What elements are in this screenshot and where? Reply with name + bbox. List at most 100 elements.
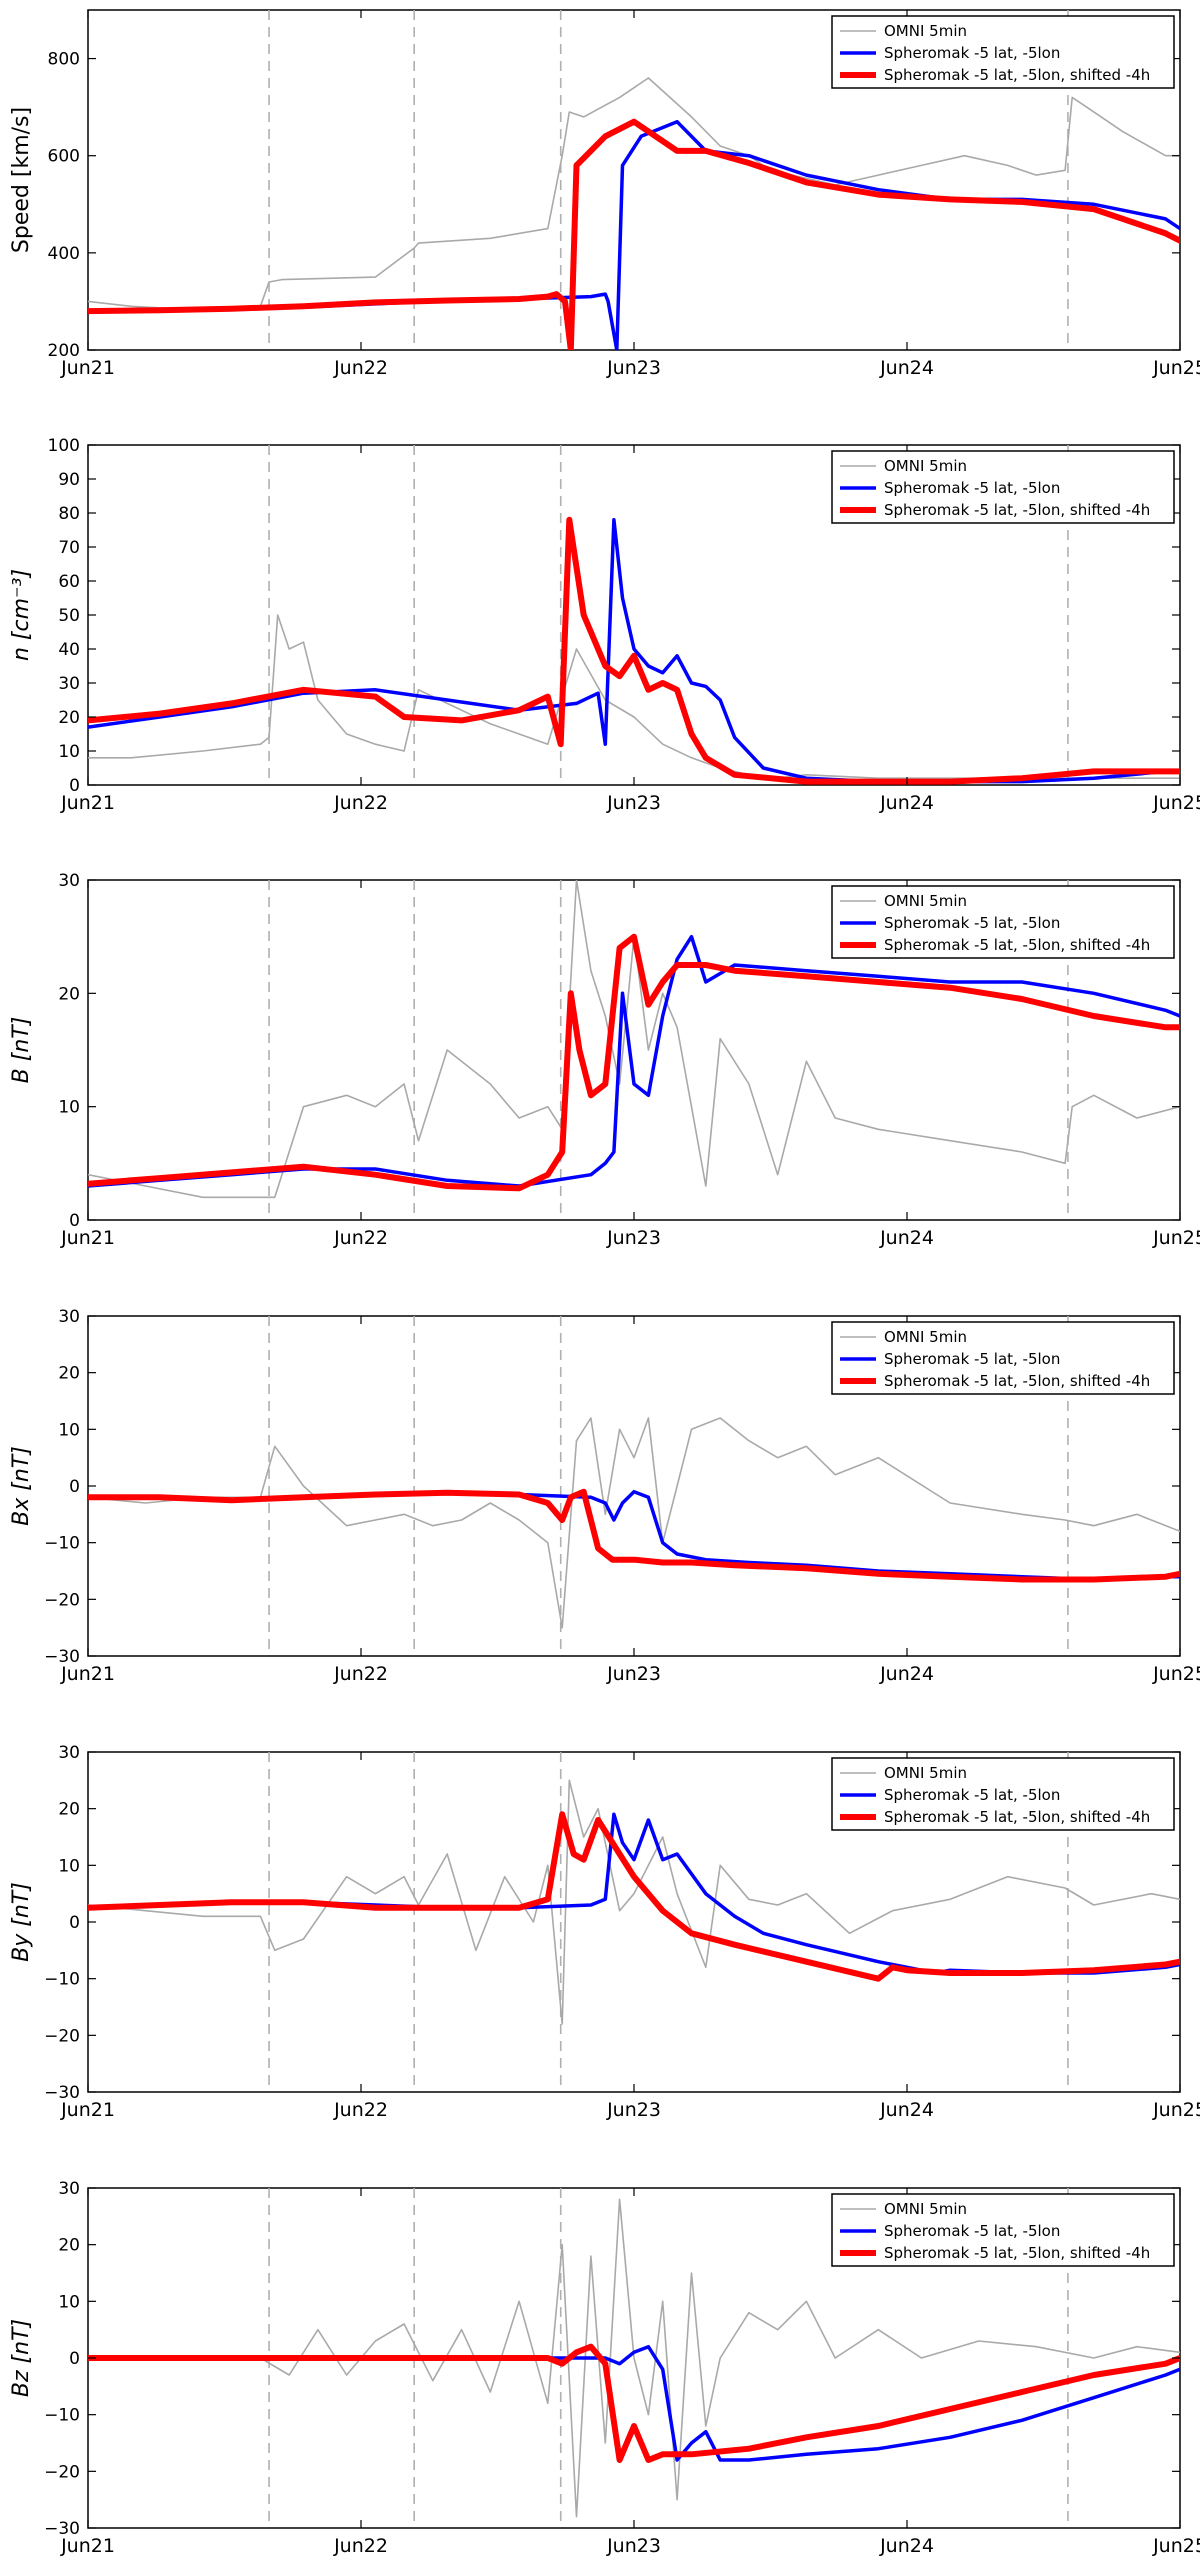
y-axis-label: B [nT]: [9, 1017, 34, 1084]
x-tick-label: Jun24: [879, 2535, 934, 2557]
series-model-line: [88, 934, 1180, 1188]
x-tick-label: Jun24: [879, 792, 934, 814]
x-tick-label: Jun21: [60, 792, 115, 814]
legend: OMNI 5min Spheromak -5 lat, -5lon Spheroma…: [831, 1757, 1175, 1831]
y-axis-label: n [cm⁻³]: [9, 569, 34, 661]
y-tick-label: 20: [58, 2236, 80, 2256]
panel-3: 0 10 20 30 Jun21 Jun22 Jun23 Jun24 Jun25 B [nT] OM…: [9, 871, 1200, 1249]
y-axis-label: Bz [nT]: [9, 2319, 34, 2397]
y-tick-label: 200: [48, 341, 80, 361]
y-tick-label: 80: [58, 504, 80, 524]
y-tick-label: 90: [58, 470, 80, 490]
legend-label-shifted: Spheromak -5 lat, -5lon, shifted -4h: [884, 1808, 1150, 1826]
y-tick-label: 30: [58, 2179, 80, 2199]
x-tick-label: Jun21: [60, 1227, 115, 1249]
x-tick-label: Jun24: [879, 1663, 934, 1685]
legend-box: [831, 15, 1175, 89]
series-group: [88, 2198, 1180, 2518]
legend-label-omni: OMNI 5min: [884, 22, 967, 40]
x-tick-label: Jun24: [879, 1227, 934, 1249]
y-tick-label: 40: [58, 640, 80, 660]
x-tick-label: Jun25: [1152, 2535, 1200, 2557]
series-group: [88, 77, 1180, 350]
series-group: [88, 516, 1180, 785]
series-shifted-line: [88, 118, 1180, 350]
y-tick-label: 30: [58, 1743, 80, 1763]
legend-box: [831, 1757, 1175, 1831]
legend-label-model: Spheromak -5 lat, -5lon: [884, 44, 1060, 62]
x-tick-label: Jun23: [606, 2535, 661, 2557]
legend: OMNI 5min Spheromak -5 lat, -5lon Spheroma…: [831, 15, 1175, 89]
y-tick-label: 20: [58, 1800, 80, 1820]
x-tick-label: Jun21: [60, 2099, 115, 2121]
y-tick-label: 10: [58, 2292, 80, 2312]
x-tick-label: Jun22: [333, 2535, 388, 2557]
y-tick-label: 20: [58, 984, 80, 1004]
series-group: [88, 1779, 1180, 2025]
x-tick-label: Jun25: [1152, 1227, 1200, 1249]
x-tick-label: Jun23: [606, 1663, 661, 1685]
y-tick-label: 0: [69, 1211, 80, 1231]
legend-box: [831, 2193, 1175, 2267]
y-tick-label: −30: [44, 2083, 80, 2103]
legend-label-omni: OMNI 5min: [884, 457, 967, 475]
x-tick-label: Jun22: [333, 1663, 388, 1685]
legend: OMNI 5min Spheromak -5 lat, -5lon Spheroma…: [831, 2193, 1175, 2267]
x-tick-label: Jun23: [606, 1227, 661, 1249]
panel-1: 200 400 600 800 Jun21 Jun22 Jun23 Jun24 Jun25 Spe…: [9, 9, 1200, 379]
legend-box: [831, 885, 1175, 959]
y-tick-label: 0: [69, 1913, 80, 1933]
x-tick-label: Jun22: [333, 792, 388, 814]
legend-box: [831, 1321, 1175, 1395]
y-tick-label: 50: [58, 606, 80, 626]
panel-6: −30 −20 −10 0 10 20 30 Jun21 Jun22 Jun23 Jun24 Jun2…: [9, 2179, 1200, 2557]
panel-2: 0 10 20 30 40 50 60 70 80 90 100 Jun21 Jun22 Jun23 Jun…: [9, 436, 1200, 814]
x-tick-label: Jun25: [1152, 357, 1200, 379]
legend-label-model: Spheromak -5 lat, -5lon: [884, 1350, 1060, 1368]
y-tick-label: 10: [58, 1856, 80, 1876]
series-shifted-line: [88, 1811, 1180, 1982]
y-tick-label: 60: [58, 572, 80, 592]
y-tick-label: −20: [44, 2462, 80, 2482]
x-tick-label: Jun25: [1152, 2099, 1200, 2121]
x-tick-label: Jun22: [333, 357, 388, 379]
legend-box: [831, 450, 1175, 524]
y-axis-label: By [nT]: [9, 1882, 34, 1962]
legend: OMNI 5min Spheromak -5 lat, -5lon Spheroma…: [831, 885, 1175, 959]
legend: OMNI 5min Spheromak -5 lat, -5lon Spheroma…: [831, 1321, 1175, 1395]
panel-5: −30 −20 −10 0 10 20 30 Jun21 Jun22 Jun23 Jun24 Jun2…: [9, 1743, 1200, 2121]
x-tick-label: Jun23: [606, 357, 661, 379]
series-omni-line: [88, 1417, 1180, 1629]
legend-label-omni: OMNI 5min: [884, 2200, 967, 2218]
x-tick-label: Jun21: [60, 2535, 115, 2557]
x-tick-label: Jun21: [60, 1663, 115, 1685]
y-tick-label: 70: [58, 538, 80, 558]
legend-label-model: Spheromak -5 lat, -5lon: [884, 914, 1060, 932]
y-tick-label: 10: [58, 1420, 80, 1440]
y-tick-label: −30: [44, 2519, 80, 2539]
y-tick-label: −10: [44, 1970, 80, 1990]
y-tick-label: −10: [44, 2406, 80, 2426]
x-tick-label: Jun24: [879, 357, 934, 379]
legend-label-shifted: Spheromak -5 lat, -5lon, shifted -4h: [884, 1372, 1150, 1390]
y-tick-label: 800: [48, 50, 80, 70]
x-tick-label: Jun23: [606, 792, 661, 814]
y-tick-label: 600: [48, 147, 80, 167]
series-shifted-line: [88, 1488, 1180, 1583]
y-tick-label: 10: [58, 1098, 80, 1118]
legend-label-shifted: Spheromak -5 lat, -5lon, shifted -4h: [884, 936, 1150, 954]
y-axis-label: Bx [nT]: [9, 1446, 34, 1526]
legend-label-model: Spheromak -5 lat, -5lon: [884, 2222, 1060, 2240]
x-tick-label: Jun23: [606, 2099, 661, 2121]
series-omni-line: [88, 880, 1180, 1199]
series-shifted-line: [88, 2343, 1180, 2463]
x-tick-label: Jun22: [333, 2099, 388, 2121]
series-omni-line: [88, 77, 1180, 310]
y-tick-label: 0: [69, 1477, 80, 1497]
x-tick-label: Jun25: [1152, 1663, 1200, 1685]
y-tick-label: −30: [44, 1647, 80, 1667]
series-group: [88, 880, 1180, 1199]
y-tick-label: −10: [44, 1534, 80, 1554]
series-group: [88, 1417, 1180, 1629]
